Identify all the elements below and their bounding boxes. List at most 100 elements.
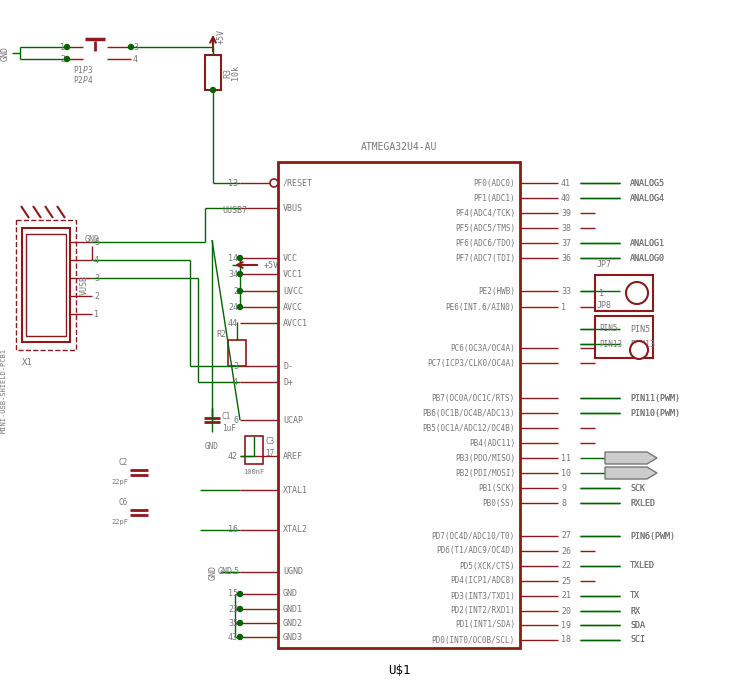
Text: RXLED: RXLED [630,499,655,508]
Text: SCK: SCK [630,484,645,493]
Text: 3: 3 [233,362,238,371]
Text: ANALOG4: ANALOG4 [630,193,665,203]
Text: RX: RX [630,606,640,616]
Text: GND: GND [283,590,298,599]
Text: PD2(INT2/RXD1): PD2(INT2/RXD1) [450,606,515,616]
Text: JP7: JP7 [597,260,612,269]
Text: 10k: 10k [231,65,240,80]
Text: 1: 1 [599,288,604,297]
Text: GND3: GND3 [283,632,303,641]
Text: C2: C2 [119,458,128,466]
Text: 2: 2 [94,292,99,301]
Text: RXLED: RXLED [630,499,655,508]
Text: PD0(INT0/OC0B/SCL): PD0(INT0/OC0B/SCL) [431,636,515,645]
Text: 100nF: 100nF [243,469,264,475]
Text: UVCC: UVCC [283,286,303,295]
Text: ANALOG4: ANALOG4 [630,193,665,203]
Text: PIN11(PWM): PIN11(PWM) [630,393,680,403]
Text: 23: 23 [228,604,238,614]
Text: 9: 9 [561,484,566,493]
Circle shape [237,634,242,640]
Text: VCC1: VCC1 [283,269,303,279]
Text: UUSB7: UUSB7 [222,206,247,214]
Text: 39: 39 [561,208,571,218]
Text: 17: 17 [265,449,274,458]
Text: PE6(INT.6/AIN0): PE6(INT.6/AIN0) [445,303,515,312]
Text: 10: 10 [561,469,571,477]
Text: GND: GND [218,567,233,577]
Text: 1: 1 [561,303,566,312]
Text: PB2(PDI/MOSI): PB2(PDI/MOSI) [455,469,515,477]
Text: D-: D- [283,362,293,371]
Text: PF6(ADC6/TDO): PF6(ADC6/TDO) [455,238,515,247]
Text: VUSB: VUSB [80,275,89,295]
Circle shape [210,88,215,92]
Text: 1uF: 1uF [222,423,236,432]
Bar [278,162,520,648]
Text: C3: C3 [265,436,274,445]
Text: GND2: GND2 [283,619,303,627]
Text: 8: 8 [561,499,566,508]
Text: PIN5: PIN5 [599,323,618,332]
Text: 20: 20 [561,606,571,616]
Text: C6: C6 [119,497,128,506]
Text: GND: GND [205,442,219,451]
Text: PF0(ADC0): PF0(ADC0) [473,179,515,188]
Text: JP8: JP8 [597,301,612,310]
Bar [22,228,70,342]
Text: 40: 40 [561,193,571,203]
Text: ANALOG5: ANALOG5 [630,179,665,188]
Text: TXLED: TXLED [630,562,655,571]
Text: +5V: +5V [217,29,226,44]
Circle shape [64,45,69,49]
Text: P$2 P$4: P$2 P$4 [73,73,93,84]
Text: 21: 21 [561,592,571,601]
Text: VCC: VCC [283,253,298,262]
Text: GND: GND [1,45,10,60]
Text: 3: 3 [94,273,99,282]
Text: MINI-USB-SHIELD-PCB1: MINI-USB-SHIELD-PCB1 [1,347,7,432]
Text: 5: 5 [233,567,238,577]
Bar [595,275,653,311]
Text: 38: 38 [561,223,571,232]
Circle shape [237,621,242,625]
Text: 25: 25 [561,577,571,586]
Text: PF4(ADC4/TCK): PF4(ADC4/TCK) [455,208,515,218]
Text: PIN11(PWM): PIN11(PWM) [630,393,680,403]
Text: XTAL1: XTAL1 [283,486,308,495]
Text: GND: GND [209,564,218,580]
Text: VBUS: VBUS [283,203,303,212]
Text: PB0(SS): PB0(SS) [483,499,515,508]
Text: 35: 35 [228,619,238,627]
Bar [245,436,263,464]
Text: PB3(PDO/MISO): PB3(PDO/MISO) [455,453,515,462]
Text: PB4(ADC11): PB4(ADC11) [469,438,515,447]
Text: GND1: GND1 [283,604,303,614]
Bar [205,55,221,90]
Circle shape [237,256,242,260]
Text: ATMEGA32U4-AU: ATMEGA32U4-AU [361,142,437,152]
Text: PC6(OC3A/OC4A): PC6(OC3A/OC4A) [450,343,515,353]
Circle shape [64,56,69,62]
Text: ANALOG1: ANALOG1 [630,238,665,247]
Text: PIN10(PWM): PIN10(PWM) [630,408,680,417]
Text: 33: 33 [561,286,571,295]
Text: /RESET: /RESET [283,179,313,188]
Text: 14: 14 [228,253,238,262]
Text: 2: 2 [233,286,238,295]
Text: XTAL2: XTAL2 [283,525,308,534]
Text: PD6(T1/ADC9/OC4D): PD6(T1/ADC9/OC4D) [437,547,515,556]
Text: UCAP: UCAP [283,416,303,425]
Text: 6: 6 [233,416,238,425]
Text: PIN6(PWM): PIN6(PWM) [630,532,675,540]
Text: +5V: +5V [264,260,279,269]
Text: GND: GND [85,235,99,244]
Circle shape [626,282,648,304]
Text: 22pF: 22pF [111,479,128,485]
Text: R2: R2 [216,329,226,338]
Text: PE2(HWB): PE2(HWB) [478,286,515,295]
Circle shape [237,305,242,310]
Text: 1: 1 [60,42,65,51]
Circle shape [270,179,278,187]
Text: U$1: U$1 [388,664,410,677]
